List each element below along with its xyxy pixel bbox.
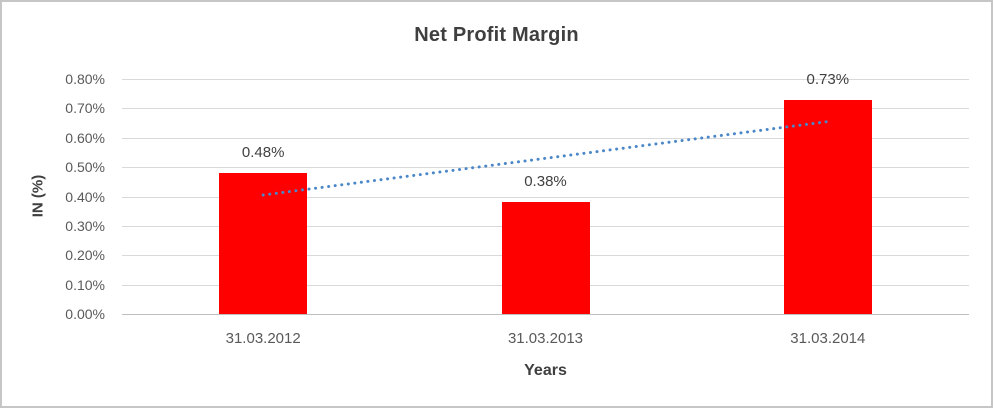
x-tick-label: 31.03.2012 (225, 330, 301, 347)
y-tick-label: 0.60% (65, 129, 105, 146)
bar-value-label: 0.48% (241, 144, 285, 161)
bar-value-label: 0.73% (806, 70, 850, 88)
gridline (122, 79, 969, 80)
bar (783, 99, 872, 314)
x-tick-label: 31.03.2013 (507, 330, 584, 347)
y-tick-label: 0.20% (65, 247, 105, 264)
y-tick-label: 0.50% (65, 159, 105, 176)
bar (219, 173, 308, 314)
y-tick-label: 0.00% (65, 306, 105, 322)
y-tick-label: 0.30% (65, 217, 105, 234)
plot-area (122, 79, 969, 315)
bar-value-label: 0.38% (524, 173, 567, 191)
y-tick-label: 0.80% (65, 71, 105, 87)
bar (501, 202, 590, 314)
gridline (122, 108, 969, 110)
y-tick-label: 0.10% (65, 276, 105, 293)
y-tick-label: 0.40% (65, 188, 105, 205)
chart-title: Net Profit Margin (414, 24, 579, 46)
x-axis-title: Years (524, 362, 567, 379)
y-tick-label: 0.70% (65, 100, 105, 117)
x-tick-label: 31.03.2014 (790, 330, 866, 347)
x-axis-line (122, 314, 969, 315)
gridline (122, 196, 969, 198)
